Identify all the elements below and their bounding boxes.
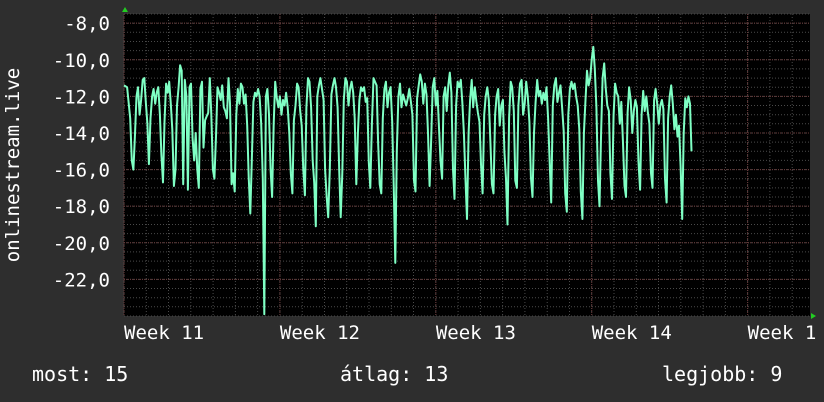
x-tick-label: Week 14 bbox=[592, 322, 672, 344]
line-chart-svg: -8,0 -10,0 -12,0 -14,0 -16,0 -18,0 -20,0 -22,0 W… bbox=[2, 7, 816, 344]
y-tick-label: -8,0 bbox=[64, 13, 110, 35]
y-tick-label: -10,0 bbox=[53, 50, 110, 72]
x-tick-label: Week 12 bbox=[280, 322, 360, 344]
x-axis-arrow-icon bbox=[811, 313, 816, 319]
y-tick-label: -18,0 bbox=[53, 196, 110, 218]
y-axis-arrow-icon bbox=[122, 7, 128, 12]
x-tick-label: Week 11 bbox=[124, 322, 204, 344]
current-value: most: 15 bbox=[32, 362, 129, 386]
y-tick-label: -22,0 bbox=[53, 269, 110, 291]
series-line bbox=[123, 45, 693, 316]
best-value: legjobb: 9 bbox=[662, 362, 783, 386]
y-tick-label: -16,0 bbox=[53, 160, 110, 182]
y-tick-label: -12,0 bbox=[53, 86, 110, 108]
plot-area bbox=[124, 14, 810, 316]
y-tick-label: -14,0 bbox=[53, 123, 110, 145]
axis-arrows bbox=[122, 7, 816, 319]
y-tick-label: -20,0 bbox=[53, 233, 110, 255]
x-tick-label: Week 1 bbox=[748, 322, 817, 344]
x-tick-label: Week 13 bbox=[436, 322, 516, 344]
axis-ticks: -8,0 -10,0 -12,0 -14,0 -16,0 -18,0 -20,0 -22,0 W… bbox=[53, 13, 816, 344]
y-axis-label: onlinestream.live bbox=[2, 68, 24, 262]
average-value: átlag: 13 bbox=[340, 362, 449, 386]
